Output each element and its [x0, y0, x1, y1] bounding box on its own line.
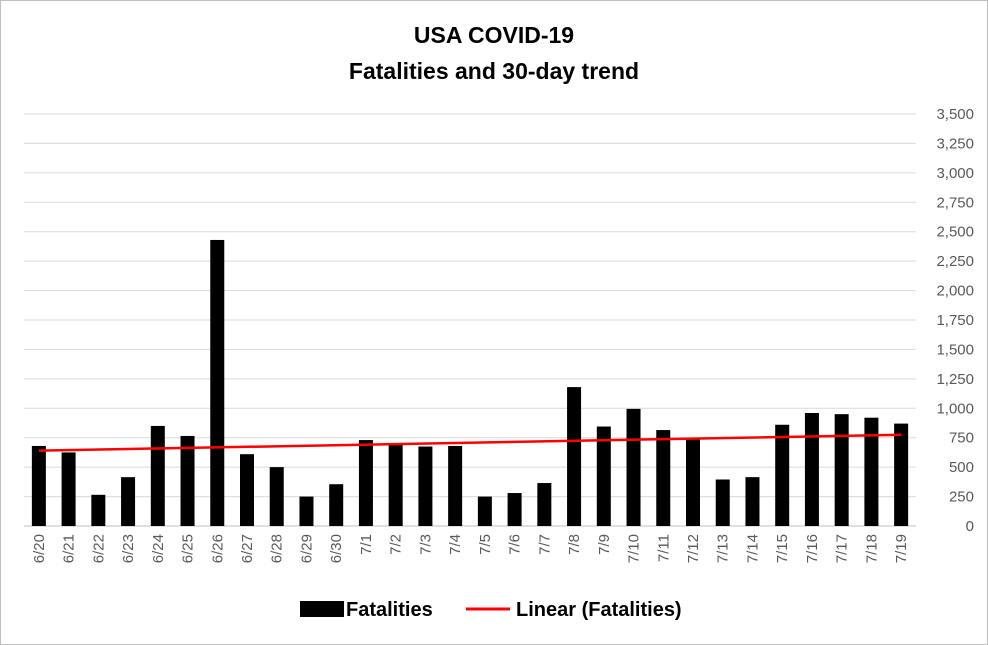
- x-tick-label: 6/23: [120, 534, 137, 563]
- y-tick-label: 3,250: [936, 135, 974, 152]
- x-tick-label: 7/5: [477, 534, 494, 555]
- legend-label-fatalities: Fatalities: [346, 599, 433, 621]
- x-tick-label: 7/14: [744, 534, 761, 563]
- bar: [299, 496, 314, 526]
- x-tick-label: 7/12: [685, 534, 702, 563]
- x-tick-label: 7/9: [596, 534, 613, 555]
- x-tick-label: 6/30: [328, 534, 345, 563]
- bar: [864, 417, 879, 526]
- bar: [596, 426, 611, 526]
- trendline: [38, 433, 902, 452]
- y-tick-label: 2,250: [936, 253, 974, 270]
- bar: [715, 479, 730, 526]
- x-tick-label: 6/20: [31, 534, 48, 563]
- bar: [388, 444, 403, 526]
- y-tick-label: 1,000: [936, 400, 974, 417]
- bar-series-fatalities: [31, 239, 909, 526]
- x-tick-label: 7/11: [655, 534, 672, 562]
- x-tick-label: 7/8: [566, 534, 583, 555]
- x-tick-label: 6/21: [61, 534, 78, 563]
- bar: [834, 414, 849, 526]
- trendline-series: [38, 433, 902, 452]
- x-tick-label: 7/10: [626, 534, 643, 563]
- x-tick-label: 7/4: [447, 534, 464, 555]
- legend-swatch-fatalities: [300, 601, 344, 617]
- y-tick-label: 2,750: [936, 194, 974, 211]
- bar: [180, 435, 195, 526]
- bar: [656, 430, 671, 526]
- bar: [567, 387, 582, 526]
- bar: [31, 445, 46, 526]
- x-tick-label: 7/16: [804, 534, 821, 563]
- y-tick-label: 1,250: [936, 371, 974, 388]
- bar: [686, 439, 700, 526]
- legend: Fatalities Linear (Fatalities): [300, 599, 682, 621]
- bar: [894, 423, 909, 526]
- x-tick-label: 7/18: [863, 534, 880, 563]
- bar: [358, 440, 373, 526]
- chart-title: USA COVID-19: [413, 22, 575, 48]
- chart-subtitle: Fatalities and 30-day trend: [348, 58, 640, 84]
- x-tick-label: 7/6: [507, 534, 524, 555]
- x-tick-label: 6/24: [150, 534, 167, 563]
- legend-label-trendline: Linear (Fatalities): [516, 599, 682, 621]
- bar: [150, 425, 165, 526]
- x-tick-label: 6/22: [90, 534, 107, 563]
- y-tick-label: 250: [949, 489, 974, 506]
- x-tick-label: 6/25: [180, 534, 197, 563]
- bar: [448, 445, 463, 526]
- bar: [121, 477, 136, 526]
- x-tick-label: 6/28: [269, 534, 286, 563]
- x-tick-label: 6/27: [239, 534, 256, 563]
- bar: [418, 446, 433, 526]
- x-tick-label: 7/7: [536, 534, 553, 555]
- y-tick-label: 500: [949, 459, 974, 476]
- x-tick-label: 6/26: [209, 534, 226, 563]
- bar: [61, 452, 76, 526]
- bar: [240, 454, 254, 526]
- x-tick-label: 7/17: [834, 534, 851, 563]
- y-tick-label: 2,000: [936, 283, 974, 300]
- x-tick-label: 6/29: [298, 534, 315, 563]
- bar: [329, 484, 344, 526]
- y-tick-label: 3,500: [936, 106, 974, 123]
- x-tick-label: 7/1: [358, 534, 375, 555]
- y-tick-label: 750: [949, 430, 974, 447]
- bar: [91, 494, 106, 526]
- bar: [804, 412, 819, 526]
- y-tick-label: 0: [966, 518, 974, 535]
- bar: [477, 496, 492, 526]
- x-tick-label: 7/19: [893, 534, 910, 563]
- bar: [507, 493, 522, 526]
- bar: [210, 239, 225, 526]
- gridlines: [24, 113, 916, 527]
- bar: [537, 483, 552, 526]
- y-tick-label: 3,000: [936, 165, 974, 182]
- x-tick-label: 7/3: [417, 534, 434, 555]
- bar: [626, 408, 641, 526]
- x-tick-label: 7/15: [774, 534, 791, 563]
- x-tick-label: 7/13: [715, 534, 732, 563]
- y-tick-label: 2,500: [936, 224, 974, 241]
- y-tick-label: 1,500: [936, 341, 974, 358]
- x-axis-tick-labels: 6/20 6/21 6/22 6/23 6/24 6/25 6/26 6/27 6/28 6/29…: [31, 534, 910, 563]
- bar: [745, 477, 760, 526]
- bar: [775, 424, 790, 526]
- bar: [269, 467, 284, 526]
- y-tick-label: 1,750: [936, 312, 974, 329]
- x-tick-label: 7/2: [388, 534, 405, 555]
- y-axis-tick-labels: 0 250 500 750 1,000 1,250 1,500 1,750 2,000 2,250…: [936, 106, 974, 535]
